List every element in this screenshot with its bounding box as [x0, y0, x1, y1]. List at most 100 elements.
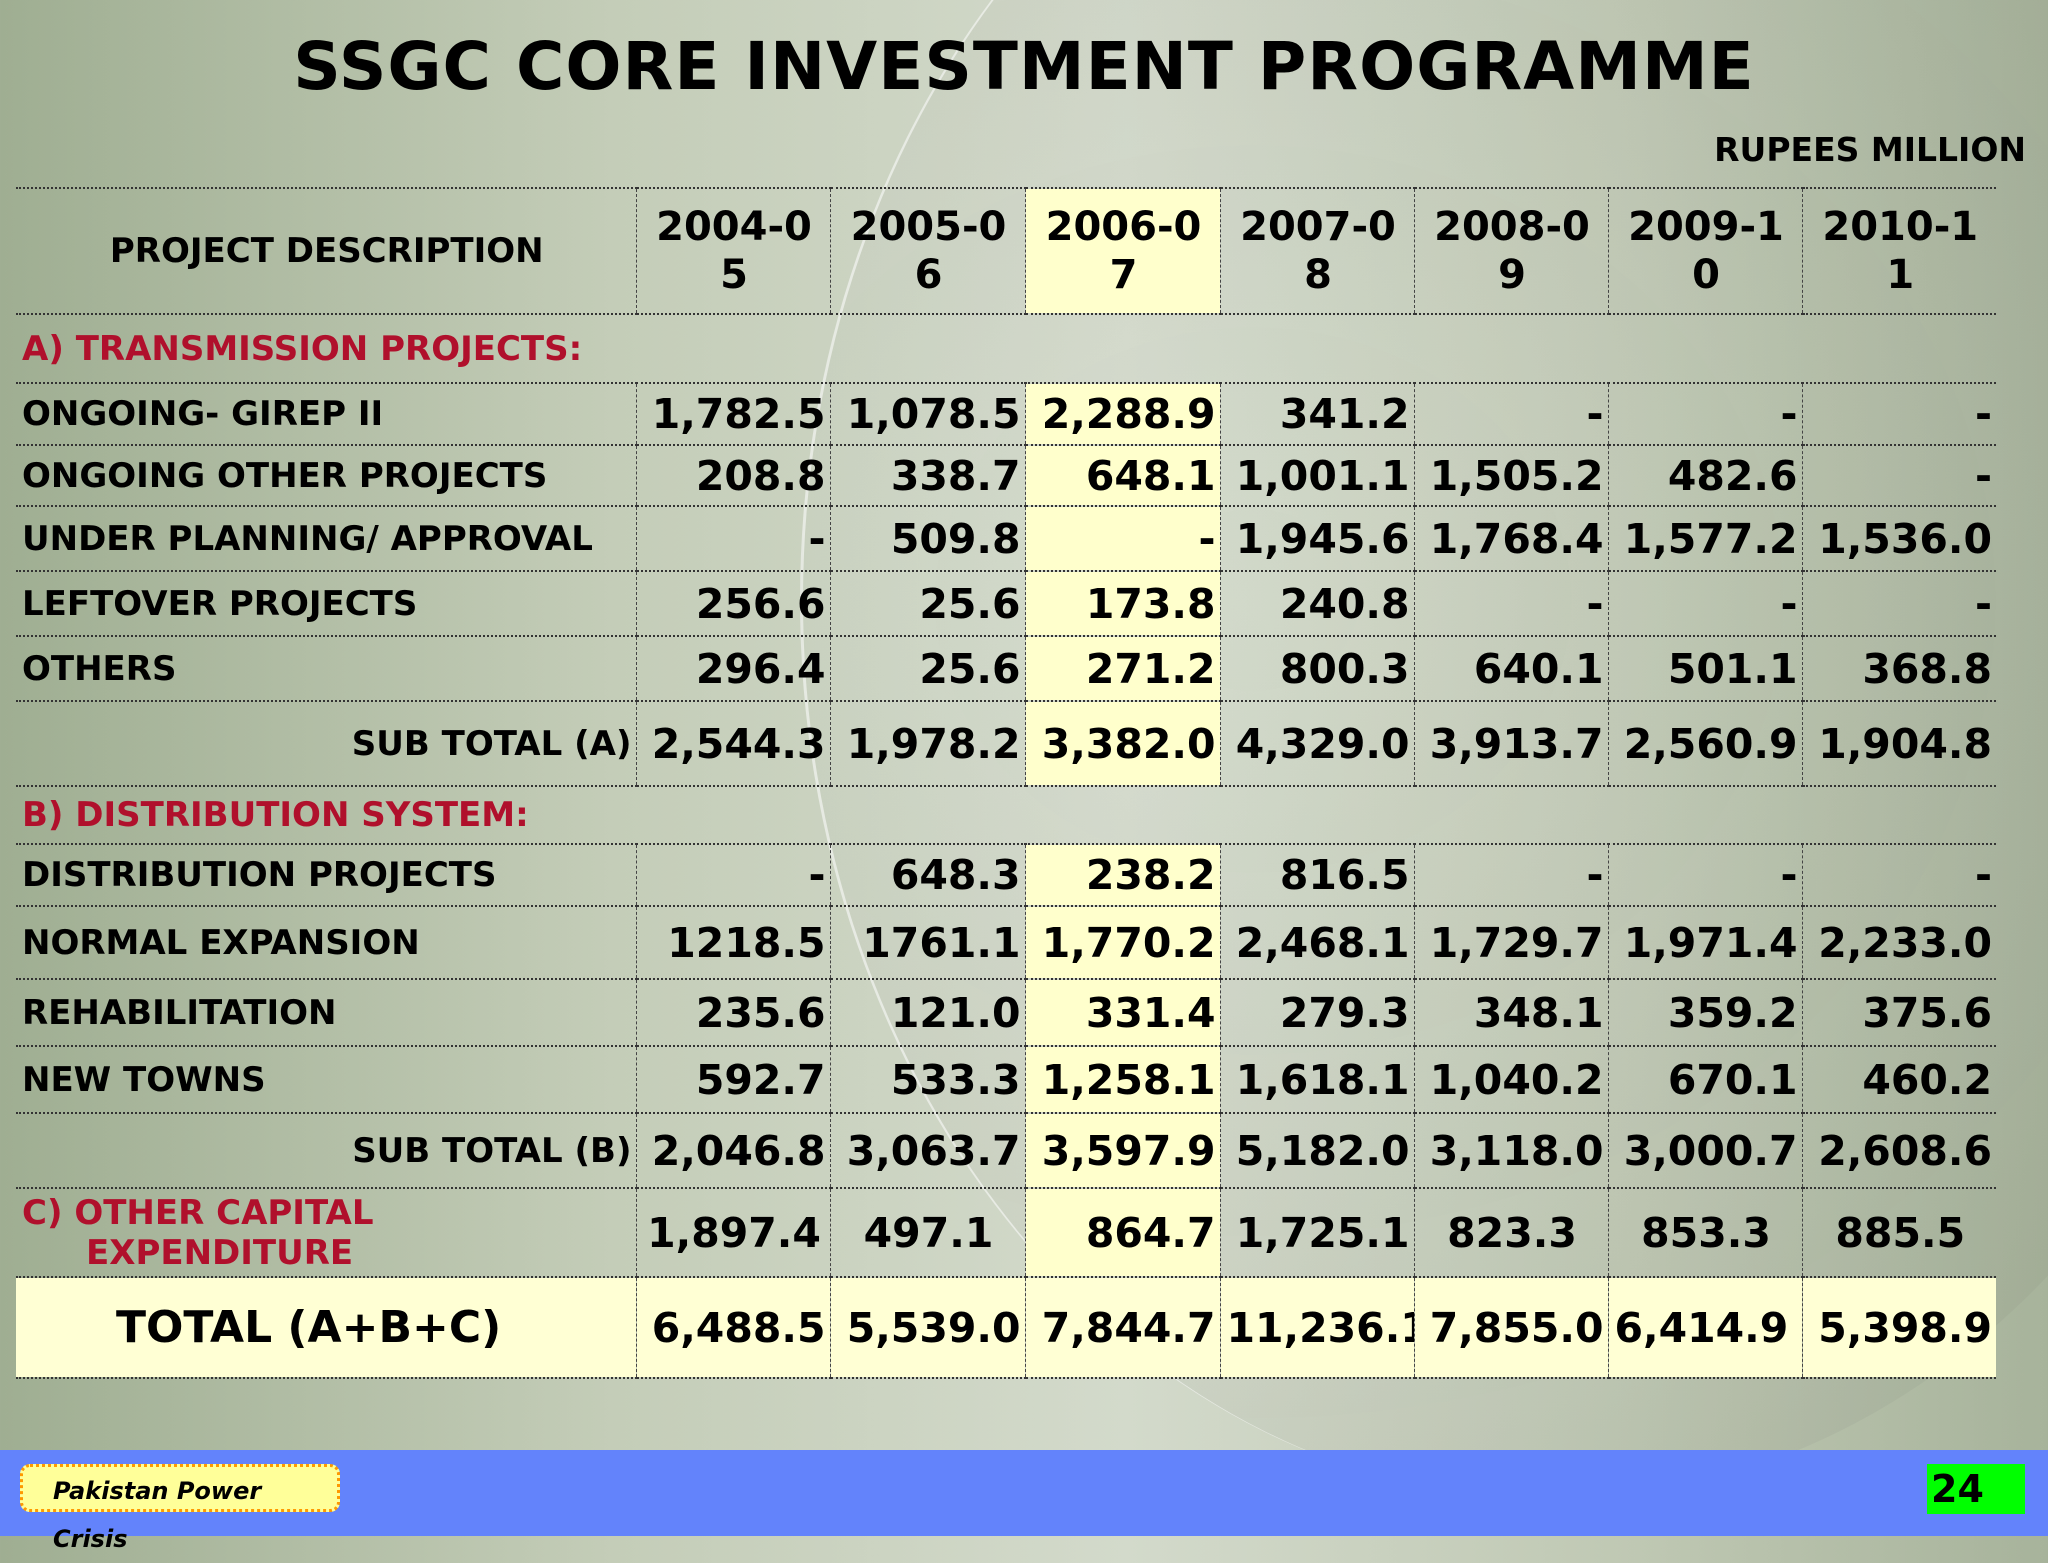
total-value: 6,414.9	[1607, 1276, 1803, 1379]
cell-value: 25.6	[829, 570, 1026, 637]
row-label: ONGOING OTHER PROJECTS	[16, 444, 637, 507]
cell-value: -	[1413, 843, 1609, 907]
cell-value: -	[1607, 570, 1803, 637]
cell-value: 1218.5	[635, 905, 831, 980]
cell-value: 497.1	[829, 1187, 1026, 1278]
column-header-year: 2004-0 5	[635, 187, 831, 315]
total-value: 7,855.0	[1413, 1276, 1609, 1379]
table-row: REHABILITATION 235.6 121.0 331.4 279.3 3…	[16, 978, 1996, 1047]
investment-table: PROJECT DESCRIPTION 2004-0 5 2005-0 6 2006…	[16, 187, 1996, 1379]
cell-value: 648.3	[829, 843, 1026, 907]
cell-value: 348.1	[1413, 978, 1609, 1047]
cell-value: -	[1024, 505, 1221, 572]
cell-value: 670.1	[1607, 1045, 1803, 1114]
cell-value: 1761.1	[829, 905, 1026, 980]
total-value: 7,844.7	[1024, 1276, 1221, 1379]
cell-value: -	[1801, 843, 1996, 907]
footer-badge: Pakistan Power Crisis	[20, 1464, 340, 1553]
section-b-heading: B) DISTRIBUTION SYSTEM:	[16, 785, 1996, 845]
total-value: 5,539.0	[829, 1276, 1026, 1379]
column-header-year: 2005-0 6	[829, 187, 1026, 315]
column-header-year-highlighted: 2006-0 7	[1024, 187, 1221, 315]
section-c-row: C) OTHER CAPITAL EXPENDITURE 1,897.4 497.…	[16, 1187, 1996, 1278]
section-c-label: C) OTHER CAPITAL EXPENDITURE	[16, 1187, 637, 1278]
subtotal-value: 3,063.7	[829, 1112, 1026, 1189]
subtotal-value: 5,182.0	[1219, 1112, 1415, 1189]
cell-value: 2,288.9	[1024, 382, 1221, 446]
table-row: LEFTOVER PROJECTS 256.6 25.6 173.8 240.8…	[16, 570, 1996, 637]
row-label: ONGOING- GIREP II	[16, 382, 637, 446]
cell-value: 1,040.2	[1413, 1045, 1609, 1114]
column-header-year: 2008-0 9	[1413, 187, 1609, 315]
subtotal-value: 1,978.2	[829, 700, 1026, 787]
page-number: 24	[1927, 1464, 2025, 1514]
section-heading-row: A) TRANSMISSION PROJECTS:	[16, 313, 1996, 384]
cell-value: 1,768.4	[1413, 505, 1609, 572]
cell-value: 341.2	[1219, 382, 1415, 446]
subtotal-value: 2,544.3	[635, 700, 831, 787]
total-label: TOTAL (A+B+C)	[16, 1276, 637, 1379]
subtotal-value: 3,913.7	[1413, 700, 1609, 787]
cell-value: 501.1	[1607, 635, 1803, 702]
column-header-year: 2007-0 8	[1219, 187, 1415, 315]
cell-value: -	[1801, 570, 1996, 637]
cell-value: 368.8	[1801, 635, 1996, 702]
cell-value: 1,618.1	[1219, 1045, 1415, 1114]
cell-value: -	[1607, 843, 1803, 907]
cell-value: 256.6	[635, 570, 831, 637]
subtotal-value: 3,118.0	[1413, 1112, 1609, 1189]
cell-value: 238.2	[1024, 843, 1221, 907]
cell-value: 1,536.0	[1801, 505, 1996, 572]
cell-value: 1,725.1	[1219, 1187, 1415, 1278]
cell-value: 592.7	[635, 1045, 831, 1114]
cell-value: 800.3	[1219, 635, 1415, 702]
row-label: OTHERS	[16, 635, 637, 702]
subtotal-row: SUB TOTAL (A) 2,544.3 1,978.2 3,382.0 4,…	[16, 700, 1996, 787]
cell-value: 509.8	[829, 505, 1026, 572]
subtotal-value: 2,608.6	[1801, 1112, 1996, 1189]
total-value: 5,398.9	[1801, 1276, 1996, 1379]
cell-value: 885.5	[1801, 1187, 1996, 1278]
cell-value: 823.3	[1413, 1187, 1609, 1278]
cell-value: 1,782.5	[635, 382, 831, 446]
cell-value: 1,971.4	[1607, 905, 1803, 980]
table-row: OTHERS 296.4 25.6 271.2 800.3 640.1 501.…	[16, 635, 1996, 702]
column-header-year: 2010-1 1	[1801, 187, 1996, 315]
row-label: NORMAL EXPANSION	[16, 905, 637, 980]
cell-value: -	[1801, 382, 1996, 446]
subtotal-b-label: SUB TOTAL (B)	[16, 1112, 637, 1189]
header-row: PROJECT DESCRIPTION 2004-0 5 2005-0 6 2006…	[16, 187, 1996, 315]
cell-value: 1,577.2	[1607, 505, 1803, 572]
cell-value: -	[635, 843, 831, 907]
cell-value: 279.3	[1219, 978, 1415, 1047]
cell-value: 208.8	[635, 444, 831, 507]
column-header-year: 2009-1 0	[1607, 187, 1803, 315]
cell-value: 1,770.2	[1024, 905, 1221, 980]
table-row: NORMAL EXPANSION 1218.5 1761.1 1,770.2 2…	[16, 905, 1996, 980]
cell-value: 533.3	[829, 1045, 1026, 1114]
cell-value: 816.5	[1219, 843, 1415, 907]
cell-value: 331.4	[1024, 978, 1221, 1047]
cell-value: 121.0	[829, 978, 1026, 1047]
cell-value: 1,897.4	[635, 1187, 831, 1278]
cell-value: 864.7	[1024, 1187, 1221, 1278]
subtotal-value: 3,000.7	[1607, 1112, 1803, 1189]
row-label: REHABILITATION	[16, 978, 637, 1047]
cell-value: 853.3	[1607, 1187, 1803, 1278]
subtotal-value: 2,560.9	[1607, 700, 1803, 787]
cell-value: -	[1413, 570, 1609, 637]
cell-value: -	[1607, 382, 1803, 446]
table-row: ONGOING OTHER PROJECTS 208.8 338.7 648.1…	[16, 444, 1996, 507]
section-a-heading: A) TRANSMISSION PROJECTS:	[16, 313, 1996, 384]
cell-value: 482.6	[1607, 444, 1803, 507]
table-row: UNDER PLANNING/ APPROVAL - 509.8 - 1,945…	[16, 505, 1996, 572]
row-label: DISTRIBUTION PROJECTS	[16, 843, 637, 907]
cell-value: 1,078.5	[829, 382, 1026, 446]
cell-value: 359.2	[1607, 978, 1803, 1047]
subtotal-a-label: SUB TOTAL (A)	[16, 700, 637, 787]
section-heading-row: B) DISTRIBUTION SYSTEM:	[16, 785, 1996, 845]
cell-value: 296.4	[635, 635, 831, 702]
cell-value: 1,729.7	[1413, 905, 1609, 980]
slide-title: SSGC CORE INVESTMENT PROGRAMME	[293, 28, 1755, 105]
footer-bar: Pakistan Power Crisis 24	[0, 1450, 2048, 1553]
